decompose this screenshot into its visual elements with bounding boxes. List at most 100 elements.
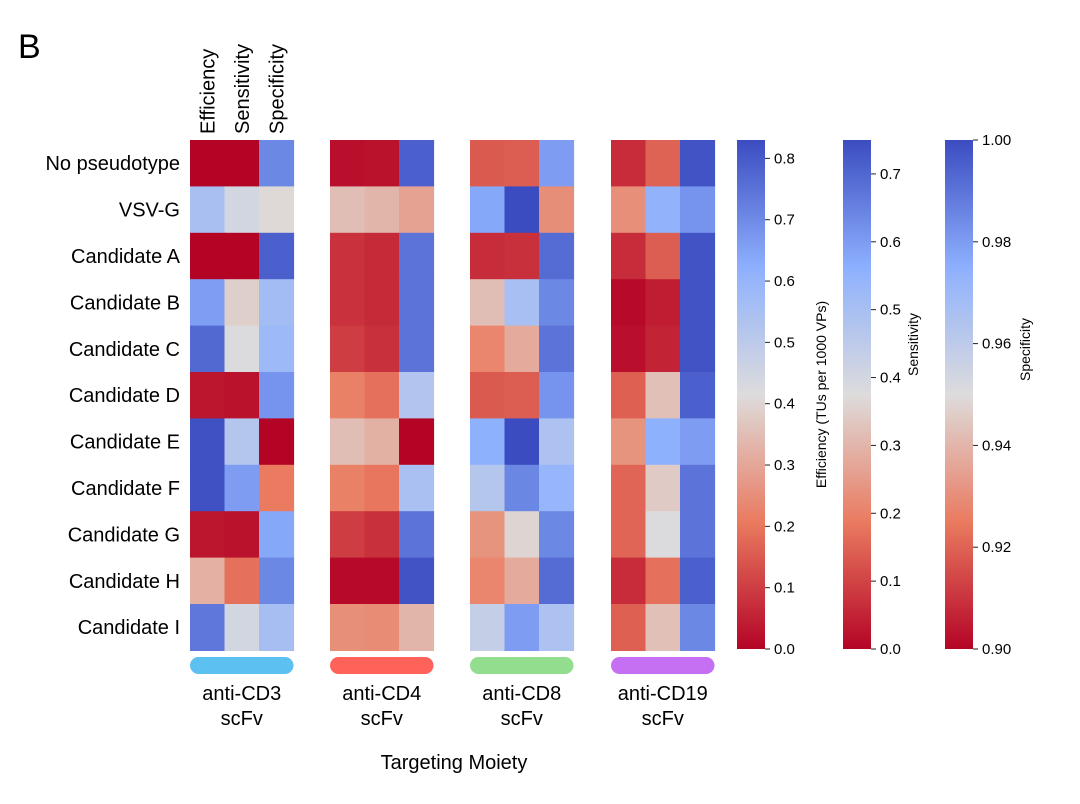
heatmap-cell [645, 464, 681, 512]
colorbar-tick-label: 0.6 [774, 273, 795, 290]
group-label: anti-CD19 [618, 683, 708, 705]
heatmap-cell [364, 186, 400, 234]
heatmap-cell [190, 464, 226, 512]
heatmap-cell [224, 372, 260, 419]
heatmap-cell [680, 186, 716, 234]
heatmap-cell [680, 279, 716, 327]
heatmap-cell [259, 557, 295, 605]
colorbar-tick-label: 0.92 [982, 539, 1011, 556]
colorbar-tick-label: 0.96 [982, 336, 1011, 353]
heatmap-cell [470, 418, 506, 466]
heatmap-cell [364, 464, 400, 512]
heatmap-cell [539, 279, 575, 327]
heatmap-cell [470, 186, 506, 234]
heatmap-cell [539, 186, 575, 234]
row-label: Candidate F [71, 478, 180, 500]
row-label: Candidate C [69, 339, 180, 361]
heatmap-cell [224, 464, 260, 512]
heatmap-cell [364, 372, 400, 419]
heatmap-cell [539, 325, 575, 373]
heatmap-cell [539, 232, 575, 280]
heatmap-cell [645, 140, 681, 187]
colorbar-tick-label: 0.5 [774, 334, 795, 351]
heatmap-cell [330, 279, 366, 327]
heatmap-cell [645, 232, 681, 280]
row-label: VSV-G [119, 200, 180, 222]
heatmap-cell [364, 325, 400, 373]
heatmap-cell [399, 372, 435, 419]
heatmap-cell [504, 604, 540, 651]
heatmap-cell [364, 232, 400, 280]
heatmap-cell [190, 372, 226, 419]
heatmap-cell [259, 140, 295, 187]
heatmap-cell [611, 232, 647, 280]
colorbar-tick-label: 0.1 [880, 573, 901, 590]
metric-label-specificity: Specificity [266, 44, 288, 134]
heatmap-cell [364, 418, 400, 466]
heatmap-cell [399, 418, 435, 466]
heatmap-cell [399, 604, 435, 651]
colorbar-tick-label: 0.3 [774, 457, 795, 474]
heatmap-cell [259, 186, 295, 234]
heatmap-cell [259, 325, 295, 373]
heatmap-cell [364, 604, 400, 651]
heatmap-cell [399, 511, 435, 559]
heatmap-cell [190, 557, 226, 605]
colorbar-tick-label: 0.4 [774, 396, 795, 413]
heatmap-cell [504, 232, 540, 280]
heatmap-cell [611, 511, 647, 559]
heatmap-cell [224, 557, 260, 605]
heatmap-cell [645, 604, 681, 651]
heatmap-cell [470, 140, 506, 187]
heatmap-cell [470, 557, 506, 605]
row-label: Candidate A [71, 246, 181, 268]
heatmap-cell [190, 604, 226, 651]
colorbar-tick-label: 0.1 [774, 580, 795, 597]
colorbar-label: Sensitivity [905, 313, 921, 376]
heatmap-cell [539, 557, 575, 605]
heatmap-cell [645, 279, 681, 327]
heatmap-cell [504, 557, 540, 605]
heatmap-cell [611, 464, 647, 512]
heatmap-cell [399, 464, 435, 512]
colorbar-tick-label: 0.90 [982, 641, 1011, 658]
heatmap-cell [259, 372, 295, 419]
heatmap-cell [259, 464, 295, 512]
heatmap-cell [504, 464, 540, 512]
heatmap-cell [539, 418, 575, 466]
colorbar-tick-label: 0.98 [982, 234, 1011, 251]
heatmap-cell [259, 232, 295, 280]
row-label: Candidate D [69, 385, 180, 407]
heatmap-cell [680, 511, 716, 559]
heatmap-cell [190, 325, 226, 373]
group-label: anti-CD8 [482, 683, 561, 705]
heatmap-cell [330, 140, 366, 187]
heatmap-cell [470, 232, 506, 280]
colorbar-1 [843, 140, 871, 649]
heatmap-cell [611, 186, 647, 234]
heatmap-cell [680, 232, 716, 280]
heatmap-cell [504, 418, 540, 466]
heatmap-cell [680, 604, 716, 651]
heatmap-cell [190, 418, 226, 466]
heatmap-cell [504, 186, 540, 234]
heatmap-cell [330, 557, 366, 605]
colorbar-tick-label: 0.2 [880, 505, 901, 522]
heatmap-cell [504, 511, 540, 559]
heatmap-cell [470, 325, 506, 373]
metric-label-efficiency: Efficiency [197, 49, 219, 134]
heatmap-cell [224, 186, 260, 234]
group-color-bar [470, 657, 574, 674]
colorbar-tick-label: 0.6 [880, 234, 901, 251]
group-label: anti-CD4 [342, 683, 421, 705]
group-label: anti-CD3 [202, 683, 281, 705]
heatmap-cell [611, 140, 647, 187]
row-label: Candidate E [70, 432, 180, 454]
heatmap-cell [330, 464, 366, 512]
heatmap-cell [504, 140, 540, 187]
heatmap-cell [330, 418, 366, 466]
heatmap-cell [680, 140, 716, 187]
heatmap-cell [504, 372, 540, 419]
colorbar-label: Specificity [1017, 318, 1033, 381]
row-label: Candidate G [68, 524, 180, 546]
